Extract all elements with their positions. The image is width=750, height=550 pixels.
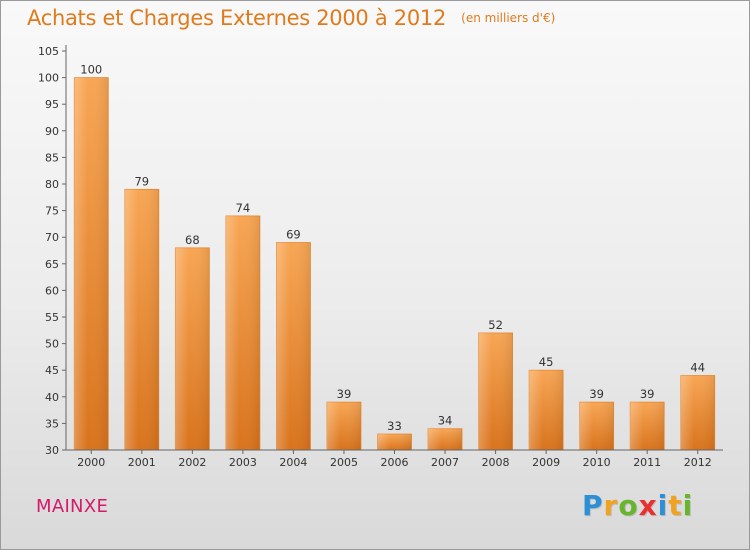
- data-label: 34: [438, 414, 453, 428]
- y-tick-label: 30: [45, 444, 59, 457]
- y-tick-label: 100: [38, 72, 59, 85]
- y-tick-label: 65: [45, 258, 59, 271]
- chart-subtitle: (en milliers d'€): [461, 11, 556, 25]
- logo-letter: x: [638, 489, 658, 522]
- commune-name: MAINXE: [36, 496, 109, 517]
- logo-letter: i: [657, 489, 669, 522]
- y-tick-label: 70: [45, 231, 59, 244]
- title-row: Achats et Charges Externes 2000 à 2012 (…: [27, 6, 555, 30]
- y-tick-label: 50: [45, 338, 59, 351]
- x-tick-label: 2005: [330, 456, 358, 469]
- data-label: 100: [80, 63, 102, 77]
- x-tick-label: 2012: [684, 456, 712, 469]
- x-tick-label: 2004: [279, 456, 307, 469]
- data-label: 45: [539, 355, 554, 369]
- x-tick-label: 2010: [583, 456, 611, 469]
- data-label: 39: [337, 387, 352, 401]
- y-tick-label: 55: [45, 311, 59, 324]
- logo-letter: r: [603, 489, 619, 522]
- x-tick-label: 2002: [178, 456, 206, 469]
- bar-shine: [377, 434, 412, 450]
- data-label: 39: [589, 387, 604, 401]
- data-label: 74: [236, 201, 251, 215]
- bar-shine: [579, 402, 614, 450]
- data-label: 44: [690, 361, 705, 375]
- x-tick-label: 2003: [229, 456, 257, 469]
- bar-shine: [276, 242, 311, 450]
- y-tick-label: 95: [45, 98, 59, 111]
- x-axis: 2000 2001 2002 2003 2004 2005 2006 2007 2008 2009…: [66, 449, 723, 469]
- y-tick-label: 105: [38, 45, 59, 58]
- x-tick-label: 2006: [381, 456, 409, 469]
- logo-letter: P: [582, 489, 604, 522]
- y-tick-label: 40: [45, 391, 59, 404]
- logo-letter: t: [668, 489, 683, 522]
- data-label: 52: [488, 318, 503, 332]
- data-label: 69: [286, 228, 301, 242]
- data-label: 39: [640, 387, 655, 401]
- y-tick-label: 80: [45, 178, 59, 191]
- logo-letter: o: [618, 489, 639, 522]
- x-tick-label: 2000: [77, 456, 105, 469]
- bar-shine: [225, 215, 260, 450]
- x-tick-label: 2007: [431, 456, 459, 469]
- bar-shine: [326, 402, 361, 450]
- x-tick-label: 2009: [532, 456, 560, 469]
- y-tick-label: 90: [45, 125, 59, 138]
- bars-group: 100 79 68 74 69 39 33 34 52 45 39 39 44: [73, 63, 716, 451]
- y-tick-label: 60: [45, 284, 59, 297]
- y-tick-label: 45: [45, 364, 59, 377]
- bar-shine: [428, 428, 463, 450]
- data-label: 68: [185, 233, 200, 247]
- x-tick-label: 2008: [482, 456, 510, 469]
- data-label: 33: [387, 419, 402, 433]
- data-label: 79: [134, 174, 149, 188]
- bar-shine: [124, 189, 159, 450]
- proxiti-logo: Proxiti: [582, 489, 693, 522]
- bar-shine: [478, 332, 513, 450]
- y-tick-label: 85: [45, 151, 59, 164]
- bar-shine: [175, 247, 210, 450]
- y-axis: 30 35 40 45 50 55 60 65 70 75 80 85 90 95 100 105: [38, 45, 67, 457]
- bar-shine: [74, 77, 109, 450]
- logo-letter: i: [682, 489, 694, 522]
- y-tick-label: 35: [45, 417, 59, 430]
- bar-shine: [630, 402, 665, 450]
- x-tick-label: 2011: [633, 456, 661, 469]
- chart-title: Achats et Charges Externes 2000 à 2012: [27, 6, 447, 30]
- x-tick-label: 2001: [128, 456, 156, 469]
- bar-shine: [680, 375, 715, 450]
- y-tick-label: 75: [45, 205, 59, 218]
- bar-shine: [529, 370, 564, 450]
